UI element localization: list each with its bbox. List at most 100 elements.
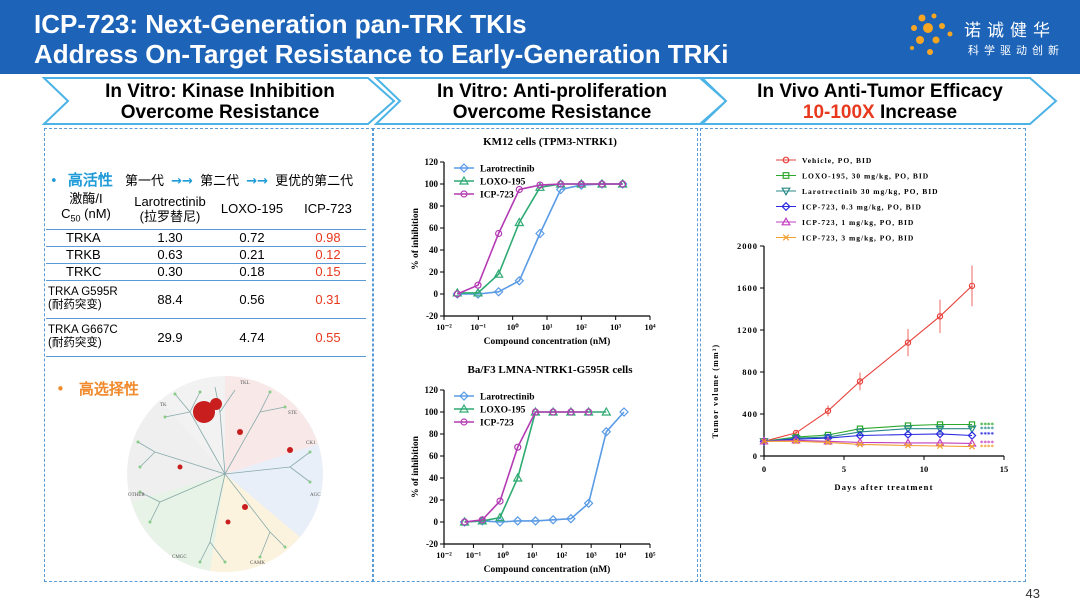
laro-cell: 1.30 bbox=[126, 229, 214, 247]
kinase-note: (耐药突变) bbox=[48, 299, 102, 311]
panel-kinase bbox=[44, 128, 374, 582]
kinome-label-cmgc: CMGC bbox=[172, 555, 187, 560]
arrow-icon: →→ bbox=[246, 174, 269, 189]
section-title-line1: In Vitro: Kinase Inhibition bbox=[105, 81, 335, 102]
significance-mark: **** bbox=[980, 431, 995, 439]
section-title-line2: Overcome Resistance bbox=[452, 102, 652, 123]
y-tick-label: 0 bbox=[434, 517, 439, 527]
series-line-5 bbox=[763, 439, 973, 444]
table-row: TRKB 0.63 0.21 0.12 bbox=[46, 246, 366, 264]
data-point bbox=[474, 281, 482, 289]
data-point bbox=[566, 513, 576, 524]
col-header-icp723: ICP-723 bbox=[290, 189, 366, 230]
data-point bbox=[619, 180, 627, 188]
data-point bbox=[904, 442, 912, 449]
table-row: TRKA 1.30 0.72 0.98 bbox=[46, 229, 366, 247]
page-number: 43 bbox=[1025, 586, 1040, 601]
panel-invivo bbox=[700, 128, 1026, 582]
data-point bbox=[549, 408, 557, 416]
title-line-2: Address On-Target Resistance to Early-Ge… bbox=[34, 39, 729, 69]
x-axis-label: Days after treatment bbox=[834, 482, 933, 492]
data-point bbox=[512, 472, 523, 482]
section-header-invivo: In Vivo Anti-Tumor Efficacy 10-100X Incr… bbox=[700, 76, 1060, 126]
loxo-cell: 0.18 bbox=[214, 263, 290, 281]
kinase-note: (耐药突变) bbox=[48, 337, 102, 349]
legend-marker bbox=[459, 163, 469, 173]
kinome-label-tkl: TKL bbox=[240, 381, 250, 386]
data-point bbox=[577, 180, 585, 188]
legend-marker bbox=[458, 175, 470, 185]
legend-marker bbox=[459, 391, 469, 401]
data-point bbox=[557, 180, 565, 188]
section-title-line2: Overcome Resistance bbox=[120, 102, 320, 123]
data-point bbox=[548, 514, 558, 525]
legend-label: LOXO-195, 30 mg/kg, PO, BID bbox=[802, 172, 929, 181]
data-point bbox=[936, 421, 944, 428]
kinase-cell: TRKA G595R (耐药突变) bbox=[46, 280, 126, 319]
kinase-name: TRKA G595R bbox=[48, 286, 118, 298]
y-tick-label: 20 bbox=[429, 267, 439, 277]
x-tick-label: 0 bbox=[762, 464, 766, 474]
series-line-1 bbox=[763, 285, 973, 442]
legend-marker bbox=[782, 156, 790, 164]
kinome-label-camk: CAMK bbox=[250, 561, 265, 566]
y-tick-label: 0 bbox=[434, 289, 439, 299]
y-tick-label: 800 bbox=[742, 367, 758, 377]
data-point bbox=[535, 228, 545, 239]
legend-marker bbox=[781, 216, 791, 226]
header-text: (拉罗替尼) bbox=[139, 208, 201, 224]
icp-cell: 0.55 bbox=[290, 318, 366, 357]
kinase-cell: TRKA G667C (耐药突变) bbox=[46, 318, 126, 357]
x-tick-label: 10⁴ bbox=[615, 550, 627, 560]
data-point bbox=[530, 516, 541, 526]
arrow-icon: →→ bbox=[171, 174, 193, 189]
slide-header: ICP-723: Next-Generation pan-TRK TKIs Ad… bbox=[0, 0, 1080, 74]
y-tick-label: 100 bbox=[425, 179, 439, 189]
kinome-label-other: OTHER bbox=[128, 493, 145, 498]
data-point bbox=[598, 180, 606, 188]
loxo-cell: 4.74 bbox=[214, 318, 290, 357]
data-point bbox=[512, 516, 523, 526]
laro-cell: 88.4 bbox=[126, 280, 214, 319]
y-tick-label: 100 bbox=[425, 407, 439, 417]
data-point bbox=[531, 408, 540, 416]
logo-dots-icon bbox=[910, 13, 953, 55]
title-line-1: ICP-723: Next-Generation pan-TRK TKIs bbox=[34, 9, 527, 39]
legend-label: ICP-723 bbox=[480, 191, 514, 201]
x-axis-label: Compound concentration (nM) bbox=[484, 336, 611, 347]
x-tick-label: 10⁰ bbox=[507, 322, 520, 332]
y-tick-label: 400 bbox=[742, 409, 758, 419]
section-title-line2: 10-100X Increase bbox=[700, 102, 1060, 123]
data-point bbox=[515, 185, 523, 194]
kinome-label-tk: TK bbox=[160, 403, 167, 408]
data-point bbox=[493, 268, 504, 278]
section-title-line1: In Vitro: Anti-proliferation bbox=[436, 81, 668, 102]
increase-label: Increase bbox=[874, 102, 958, 123]
y-tick-label: 120 bbox=[425, 385, 439, 395]
logo-name: 诺诚健华 bbox=[964, 21, 1056, 41]
laro-cell: 0.30 bbox=[126, 263, 214, 281]
x-tick-label: 10² bbox=[576, 322, 588, 332]
legend-marker bbox=[460, 190, 468, 198]
significance-mark: **** bbox=[980, 444, 995, 452]
legend-label: Vehicle, PO, BID bbox=[802, 156, 872, 165]
series-line-3 bbox=[456, 183, 623, 295]
data-point bbox=[601, 426, 612, 437]
series-line-4 bbox=[763, 433, 973, 442]
y-tick-label: 80 bbox=[429, 201, 439, 211]
x-tick-label: 10⁻² bbox=[436, 322, 452, 332]
y-tick-label: 2000 bbox=[737, 241, 758, 251]
data-point bbox=[601, 406, 612, 416]
y-tick-label: -20 bbox=[426, 539, 438, 549]
legend-label: LOXO-195 bbox=[480, 406, 526, 416]
col-header-loxo195: LOXO-195 bbox=[214, 189, 290, 230]
y-tick-label: 40 bbox=[429, 473, 439, 483]
section-title-line1: In Vivo Anti-Tumor Efficacy bbox=[757, 81, 1003, 102]
kinase-cell: TRKC bbox=[46, 263, 126, 281]
table-row: TRKA G667C (耐药突变) 29.9 4.74 0.55 bbox=[46, 318, 366, 357]
high-activity-bullet: • 高活性 第一代 →→ 第二代 →→ 更优的第二代 bbox=[50, 169, 353, 190]
significance-mark: **** bbox=[980, 422, 995, 430]
legend-label: Larotrectinib 30 mg/kg, PO, BID bbox=[802, 187, 939, 196]
x-tick-label: 5 bbox=[842, 464, 846, 474]
y-tick-label: 60 bbox=[429, 223, 439, 233]
